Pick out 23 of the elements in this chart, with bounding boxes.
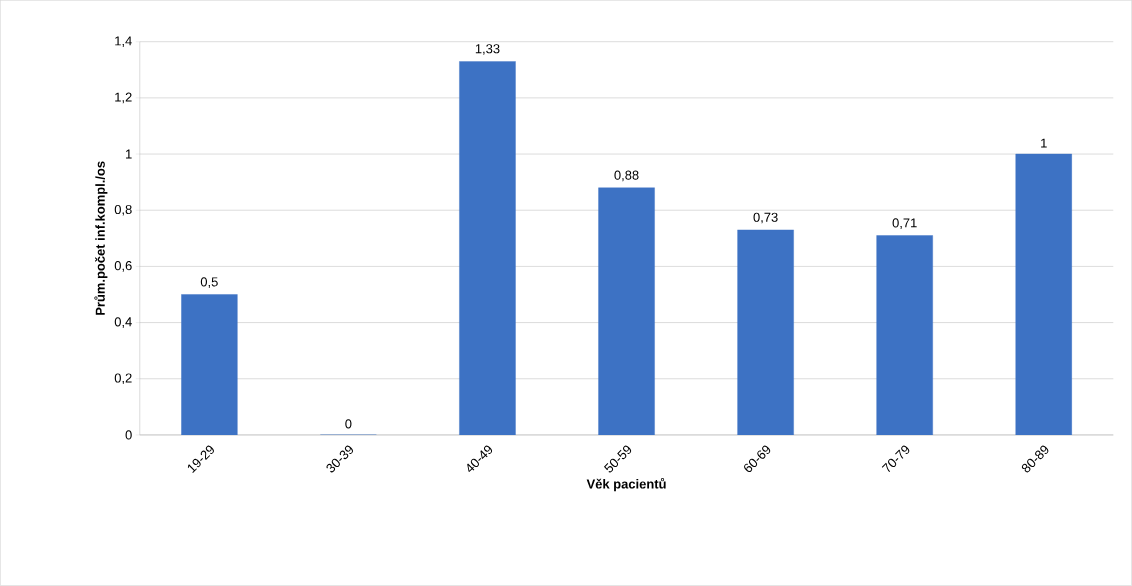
bar bbox=[459, 61, 516, 436]
y-tick-label: 1,4 bbox=[115, 36, 132, 48]
y-tick-label: 0,4 bbox=[114, 317, 132, 329]
data-label: 0,71 bbox=[892, 218, 917, 230]
data-label: 1 bbox=[1041, 138, 1047, 148]
bar bbox=[737, 229, 794, 436]
bar bbox=[876, 235, 933, 436]
bar bbox=[598, 187, 655, 436]
x-axis-title: Věk pacientů bbox=[586, 478, 666, 492]
data-label: 1,33 bbox=[475, 44, 500, 55]
y-tick-label: 1,2 bbox=[115, 92, 132, 104]
data-label: 0,73 bbox=[753, 212, 778, 224]
y-axis-title: Prům.počet inf.kompl./os bbox=[94, 161, 108, 315]
y-tick-label: 0 bbox=[125, 430, 132, 440]
data-label: 0,88 bbox=[614, 170, 639, 182]
y-tick-label: 0,8 bbox=[114, 205, 132, 216]
data-label: 0,5 bbox=[200, 277, 218, 289]
bar bbox=[181, 294, 238, 436]
data-label: 0 bbox=[345, 419, 352, 429]
y-tick-label: 0,6 bbox=[114, 261, 132, 272]
y-tick-label: 0,2 bbox=[114, 373, 132, 385]
bar bbox=[1015, 154, 1072, 436]
y-tick-label: 1 bbox=[126, 149, 132, 159]
